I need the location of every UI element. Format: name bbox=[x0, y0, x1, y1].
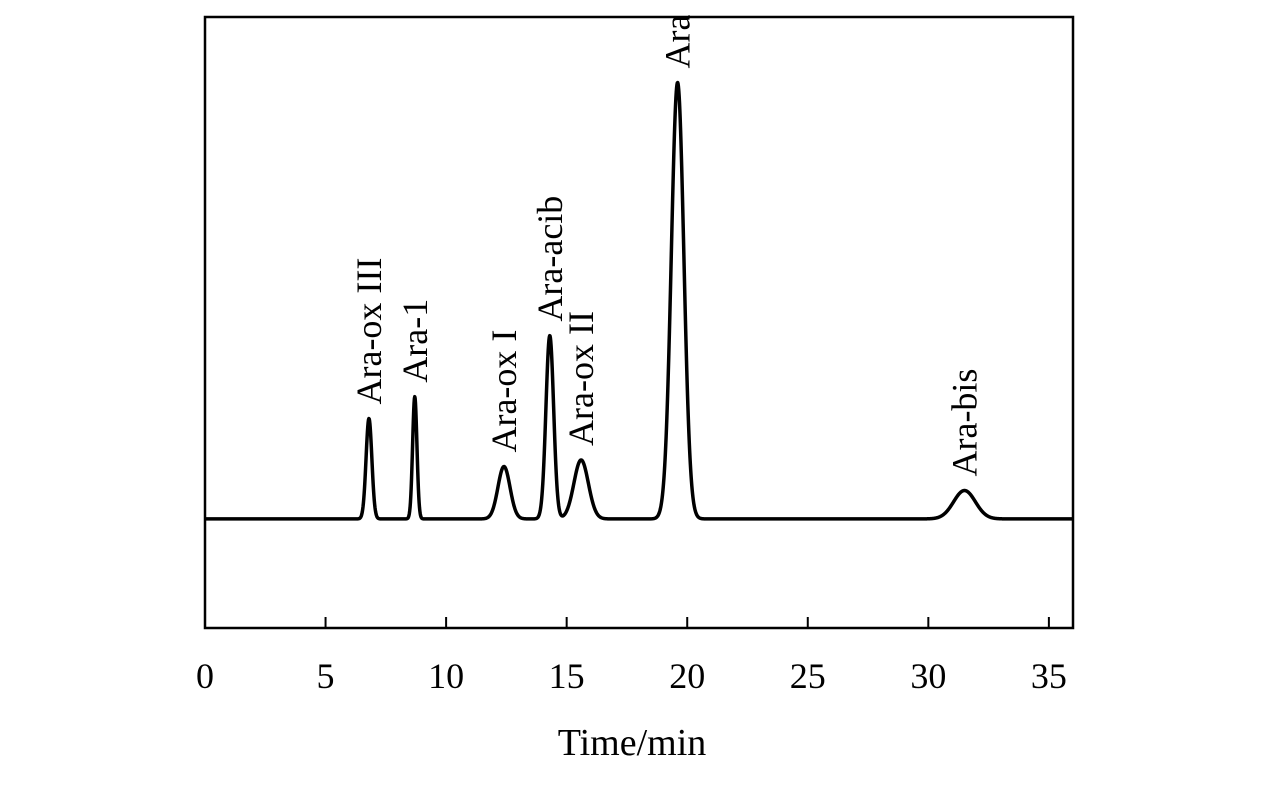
x-axis-tick-labels: 0 5 10 15 20 25 30 35 bbox=[196, 656, 1067, 696]
peak-label: Ara-acib bbox=[530, 196, 570, 322]
peak-label: Ara-ox II bbox=[561, 311, 601, 446]
x-tick-label: 10 bbox=[428, 656, 464, 696]
x-tick-label: 15 bbox=[549, 656, 585, 696]
peak-label: Ara-1 bbox=[395, 299, 435, 383]
chromatogram-trace bbox=[203, 80, 1075, 521]
x-tick-label: 35 bbox=[1031, 656, 1067, 696]
peak-label: Ara-bis bbox=[945, 369, 985, 477]
plot-frame bbox=[203, 15, 1075, 630]
x-axis-ticks bbox=[204, 617, 1050, 628]
peak-label: Ara-ox I bbox=[484, 330, 524, 453]
peak-label: Ara bbox=[658, 14, 698, 68]
x-tick-label: 5 bbox=[317, 656, 335, 696]
x-tick-label: 20 bbox=[669, 656, 705, 696]
x-tick-label: 25 bbox=[790, 656, 826, 696]
x-axis-title: Time/min bbox=[558, 722, 707, 764]
peak-label: Ara-ox III bbox=[349, 258, 389, 405]
x-tick-label: 30 bbox=[910, 656, 946, 696]
x-tick-label: 0 bbox=[196, 656, 214, 696]
